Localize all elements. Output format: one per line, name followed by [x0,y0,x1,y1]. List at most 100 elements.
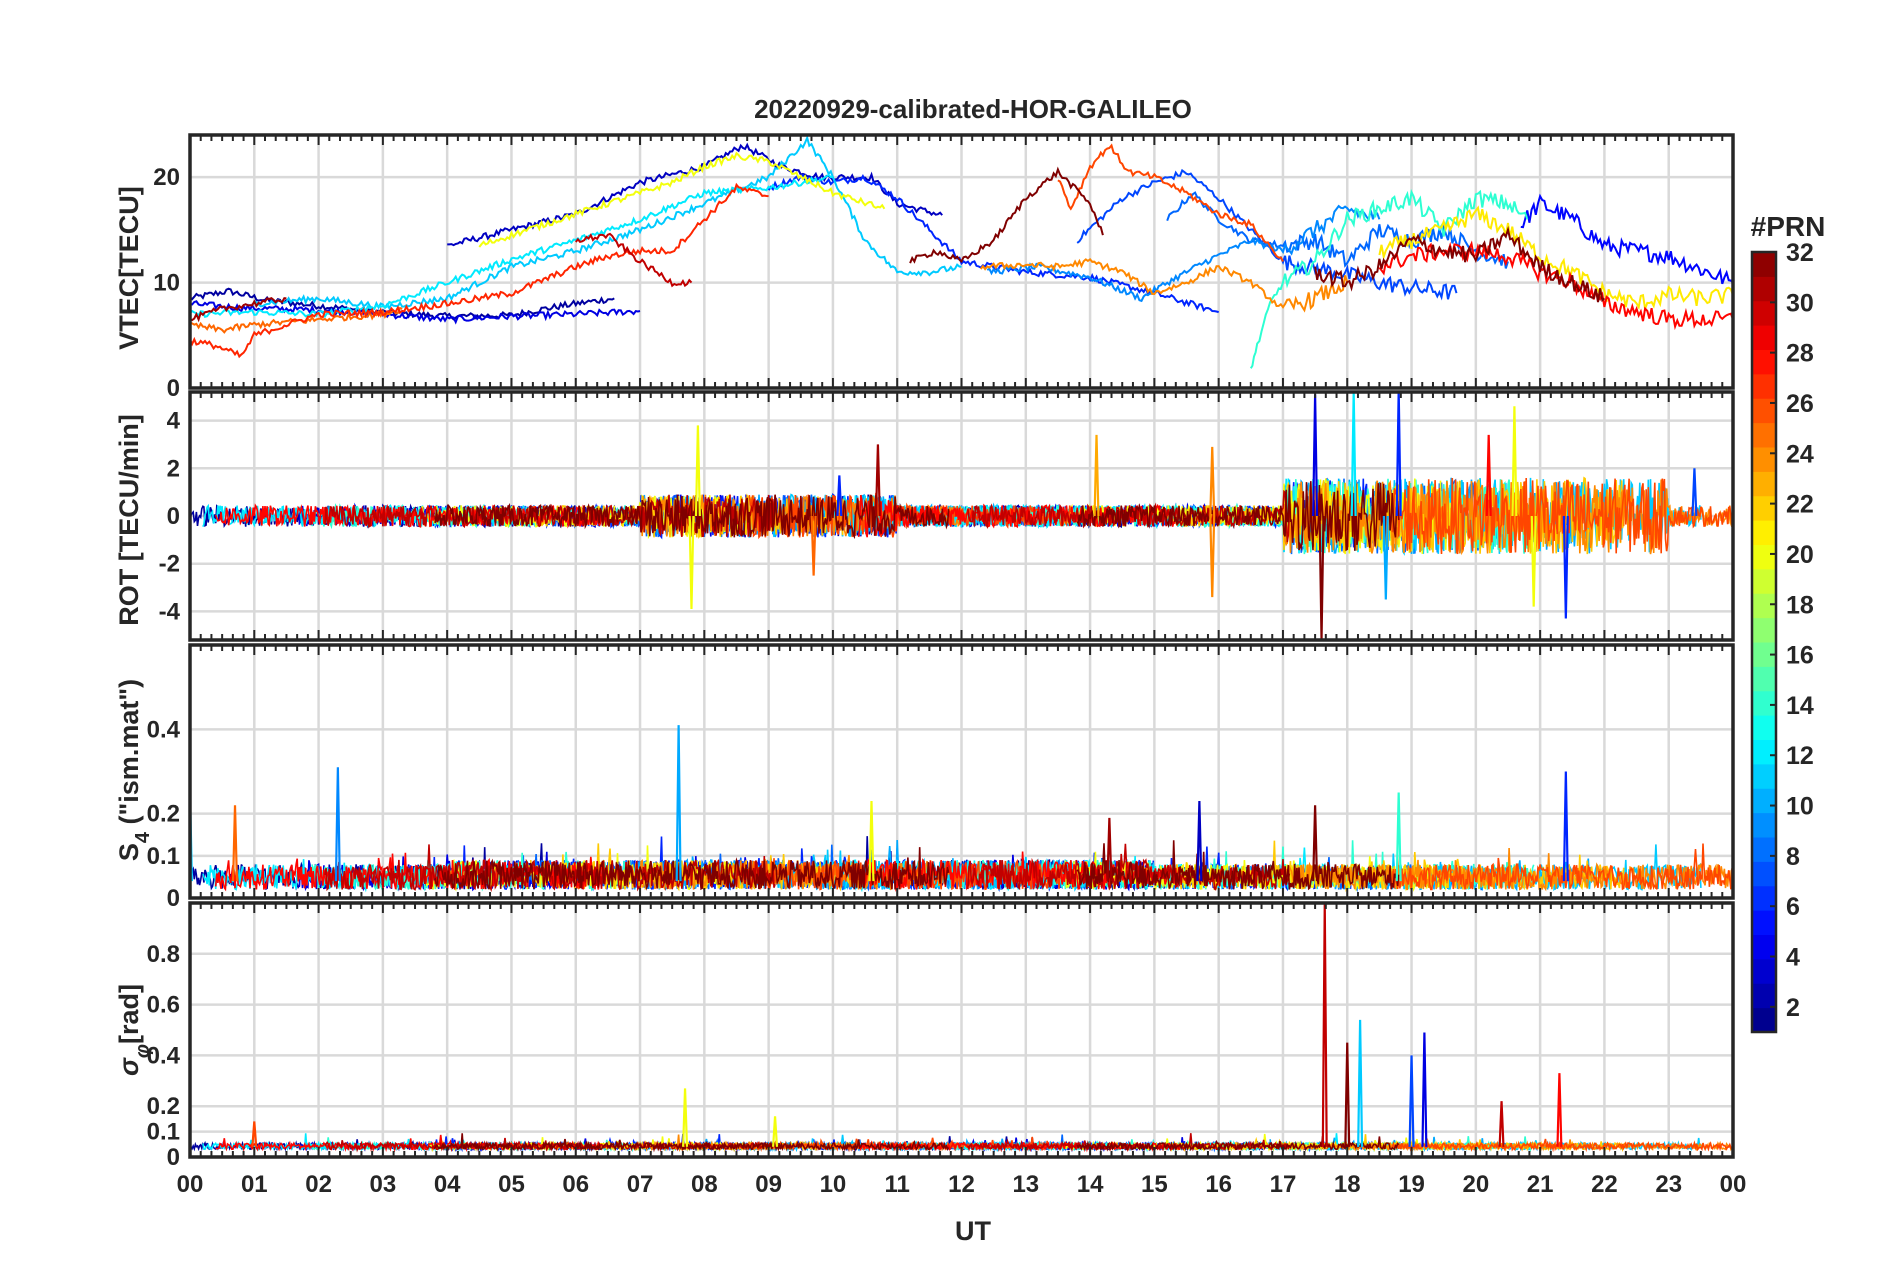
vtec-panel: 0 10 20 [153,133,1735,402]
colorbar-band [1752,690,1776,716]
sigma-y-tick-label: 0.1 [147,1119,180,1146]
rot-y-tick-label: 0 [167,503,180,530]
sigma-data [190,903,1733,1153]
s4-trace-prn26 [1391,843,1733,891]
x-tick-label: 04 [434,1171,461,1198]
x-tick-label: 10 [820,1171,847,1198]
x-axis-label: UT [955,1216,991,1246]
s4-spike-prn31 [1106,817,1113,882]
colorbar-band [1752,763,1776,789]
rot-spike-prn24 [1209,515,1216,598]
colorbar-band [1752,1007,1776,1033]
x-tick-label: 20 [1462,1171,1489,1198]
s4-spike-prn32 [1312,805,1319,882]
colorbar-band [1752,617,1776,643]
sigma-spike-prn20 [682,1088,689,1147]
x-tick-label: 07 [627,1171,654,1198]
rot-spike-prn28 [1485,434,1492,517]
panels: 01020-4-202400.10.20.400.10.20.40.60.800… [147,133,1747,1198]
sigma-spike-prn30 [1498,1101,1505,1147]
vtec-series-prn14 [1249,188,1529,369]
rot-y-tick-label: 2 [167,455,180,482]
x-tick-label: 08 [691,1171,718,1198]
rot-y-label: ROT [TECU/min] [114,414,144,625]
colorbar-band [1752,788,1776,814]
sigma-y-tick-label: 0.6 [147,992,180,1019]
colorbar-tick-label: 10 [1786,793,1814,821]
vtec-y-label: VTEC[TECU] [114,186,144,350]
colorbar-tick-label: 14 [1786,692,1814,720]
x-tick-label: 00 [1720,1171,1747,1198]
x-tick-label: 13 [1012,1171,1039,1198]
rot-spike-prn20 [1511,406,1518,517]
vtec-data [190,135,1733,369]
colorbar-band [1752,739,1776,765]
x-tick-label: 14 [1077,1171,1104,1198]
s4-trace-prn26 [748,858,1072,891]
colorbar-band [1752,422,1776,448]
s4-spike-prn20 [868,800,875,882]
colorbar-title: #PRN [1751,211,1826,242]
colorbar-band [1752,325,1776,350]
rot-spike-prn20 [1530,515,1537,607]
s4-y-tick-label: 0.4 [147,716,181,743]
sigma-spike-prn20 [772,1116,779,1147]
x-tick-label: 22 [1591,1171,1618,1198]
vtec-series-prn32 [1314,225,1606,303]
colorbar-band [1752,812,1776,838]
rot-trace-prn32 [434,494,950,540]
colorbar-band [1752,837,1776,862]
colorbar-band [1752,252,1776,277]
rot-trace-prn32 [1076,480,1400,552]
vtec-series-prn20 [478,151,886,248]
chart-title: 20220929-calibrated-HOR-GALILEO [754,94,1192,124]
s4-spike-prn14 [1395,792,1402,882]
s4-y-tick-label: 0.2 [147,801,180,828]
rot-spike-prn7 [1691,468,1698,517]
sigma-spike-prn30 [1321,903,1328,1147]
s4-trace-prn32 [1076,840,1400,891]
s4-data [190,725,1733,893]
s4-panel: 0 0.1 0.2 0.4 [147,643,1735,912]
sigma-y-label: σφ[rad] [114,984,154,1076]
colorbar-tick-label: 4 [1786,944,1800,972]
colorbar-tick-label: 28 [1786,340,1814,368]
s4-trace-prn28 [214,852,603,892]
colorbar-band [1752,715,1776,740]
x-tick-label: 18 [1334,1171,1361,1198]
colorbar-band [1752,910,1776,935]
x-tick-label: 16 [1205,1171,1232,1198]
s4-y-tick-label: 0 [167,885,180,912]
colorbar-band [1752,666,1776,692]
colorbar-band [1752,593,1776,619]
rot-spike-prn20 [694,425,701,517]
x-tick-label: 23 [1655,1171,1682,1198]
sigma-trace-prn26 [1391,1138,1733,1153]
vtec-series-prn32 [909,166,1104,264]
x-tick-label: 03 [370,1171,397,1198]
colorbar-frame [1750,250,1778,1034]
colorbar-tick-label: 22 [1786,491,1814,519]
rot-spike-prn6 [1562,515,1569,619]
s4-spike-prn10 [675,725,682,882]
sigma-spike-prn32 [1344,1042,1351,1147]
rot-spike-prn12 [1350,392,1357,517]
x-tick-label: 09 [755,1171,782,1198]
sigma-spike-prn28 [1556,1073,1563,1147]
vtec-series-prn24 [980,257,1349,313]
colorbar-band [1752,983,1776,1009]
sigma-y-tick-label: 0.2 [147,1093,180,1120]
colorbar-band [1752,934,1776,960]
vtec-y-tick-label: 20 [153,164,180,191]
sigma-spike-prn11 [1357,1019,1364,1147]
colorbar-band [1752,447,1776,472]
s4-trace-prn32 [433,847,950,891]
x-tick-label: 12 [948,1171,975,1198]
vtec-series-prn27 [190,182,769,359]
rot-spike-prn24 [1209,446,1216,517]
sigma-y-tick-label: 0.4 [147,1042,181,1069]
rot-y-tick-label: -4 [159,598,181,625]
vtec-series-prn30 [575,232,693,288]
